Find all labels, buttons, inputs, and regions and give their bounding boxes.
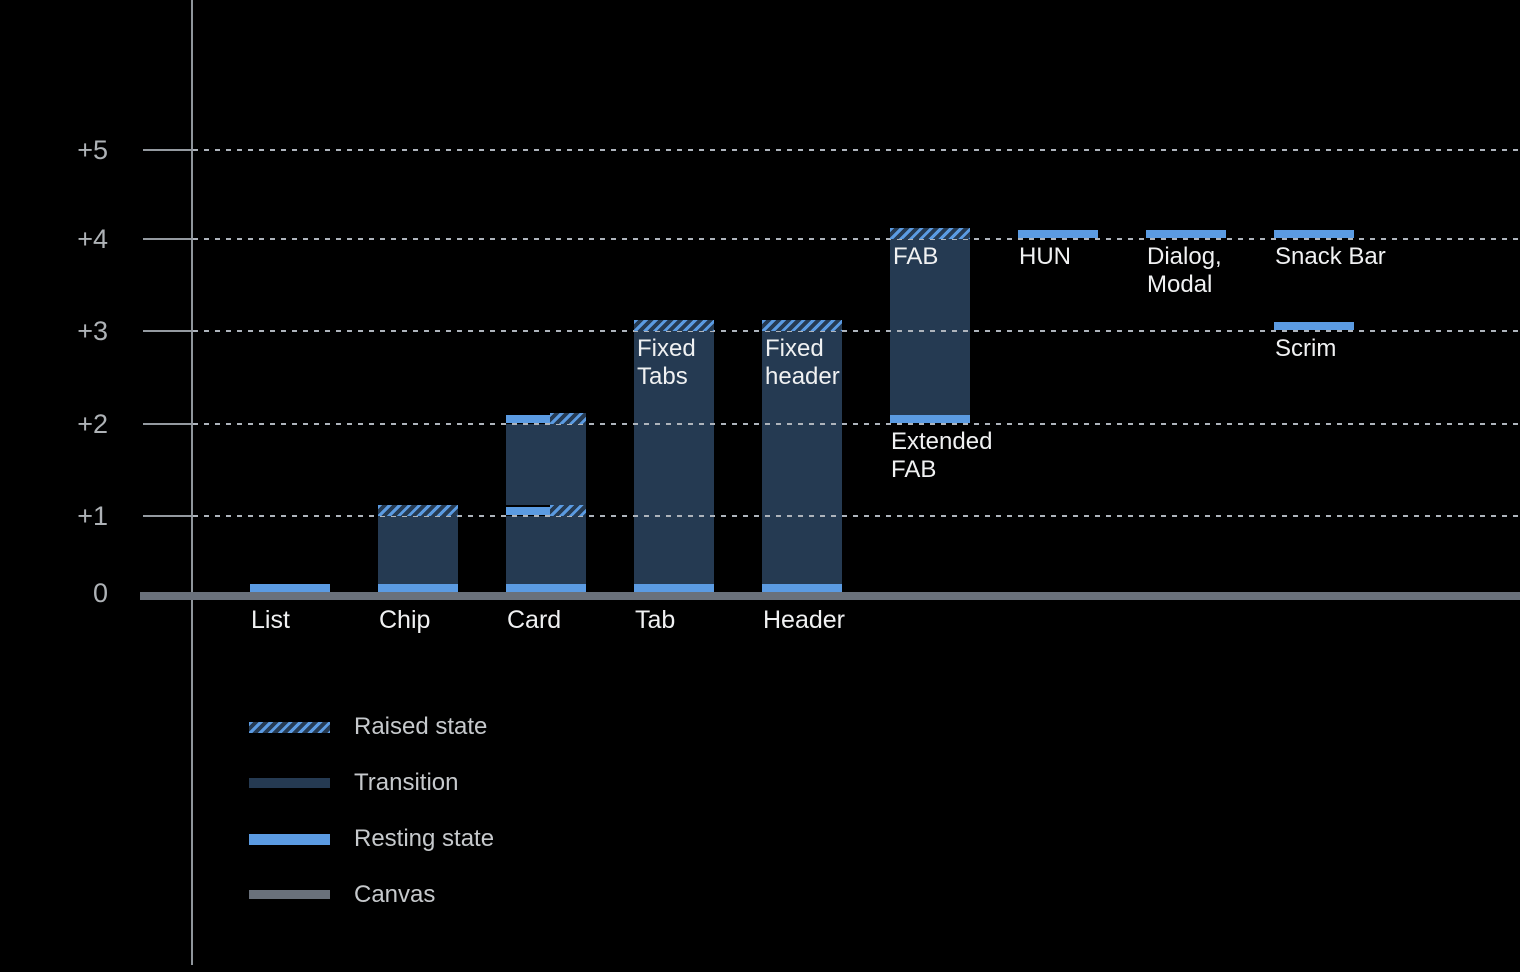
bar-label-tab: Fixed Tabs [637, 335, 696, 390]
bar-label-fab: FAB [893, 243, 939, 270]
segment-transition-card [506, 424, 586, 505]
below-label-fab: Extended FAB [891, 428, 993, 483]
y-tick-plus4 [143, 238, 193, 240]
legend-swatch-canvas [249, 890, 330, 899]
segment-resting-card [506, 584, 586, 592]
axis-label-tab: Tab [635, 606, 676, 634]
y-tick-label-plus1: +1 [77, 501, 108, 531]
below-label-snack-bar: Snack Bar [1275, 243, 1386, 270]
segment-raised-card [550, 413, 586, 424]
segment-resting-dialog-modal [1146, 230, 1226, 238]
below-label-scrim: Scrim [1275, 335, 1337, 362]
y-tick-label-plus3: +3 [77, 316, 108, 346]
legend-label-transition: Transition [354, 769, 459, 796]
gridline-plus5 [193, 149, 1520, 151]
legend-label-canvas: Canvas [354, 881, 436, 908]
y-tick-label-plus2: +2 [77, 409, 108, 439]
segment-raised-tab [634, 320, 714, 331]
y-tick-plus5 [143, 149, 193, 151]
segment-resting-tab [634, 584, 714, 592]
axis-label-chip: Chip [379, 606, 431, 634]
segment-transition-tab [634, 331, 714, 584]
segment-resting-scrim [1274, 322, 1354, 330]
y-tick-plus1 [143, 515, 193, 517]
below-label-hun: HUN [1019, 243, 1071, 270]
legend-label-raised-state: Raised state [354, 713, 488, 740]
axis-label-header: Header [763, 606, 845, 634]
y-tick-plus2 [143, 423, 193, 425]
bar-label-header: Fixed header [765, 335, 840, 390]
segment-resting-chip [378, 584, 458, 592]
legend-label-resting-state: Resting state [354, 825, 495, 852]
y-tick-label-plus4: +4 [77, 224, 108, 254]
axis-label-card: Card [507, 606, 562, 634]
y-axis-line [191, 0, 193, 965]
segment-transition-fab [890, 239, 970, 415]
segment-raised-header [762, 320, 842, 331]
segment-raised-card [550, 505, 586, 516]
segment-transition-header [762, 331, 842, 584]
y-tick-plus3 [143, 330, 193, 332]
segment-resting-header [762, 584, 842, 592]
segment-resting-list [250, 584, 330, 592]
segment-transition-chip [378, 516, 458, 584]
axis-label-list: List [251, 606, 290, 634]
gridline-plus4 [193, 238, 1520, 240]
gridline-plus1 [193, 515, 1520, 517]
segment-raised-chip [378, 505, 458, 516]
canvas-baseline [140, 592, 1520, 600]
legend-swatch-raised-state [249, 722, 330, 733]
segment-resting-fab [890, 415, 970, 423]
gridline-plus3 [193, 330, 1520, 332]
legend-swatch-resting-state [249, 834, 330, 845]
legend-swatch-transition [249, 778, 330, 788]
gridline-plus2 [193, 423, 1520, 425]
segment-resting-hun [1018, 230, 1098, 238]
segment-resting-card [506, 507, 550, 515]
y-tick-label-zero: 0 [92, 578, 108, 608]
segment-resting-card [506, 415, 550, 423]
segment-raised-fab [890, 228, 970, 239]
segment-transition-card [506, 516, 586, 584]
y-tick-label-plus5: +5 [77, 135, 108, 165]
below-label-dialog-modal: Dialog, Modal [1147, 243, 1222, 298]
segment-resting-snack-bar [1274, 230, 1354, 238]
